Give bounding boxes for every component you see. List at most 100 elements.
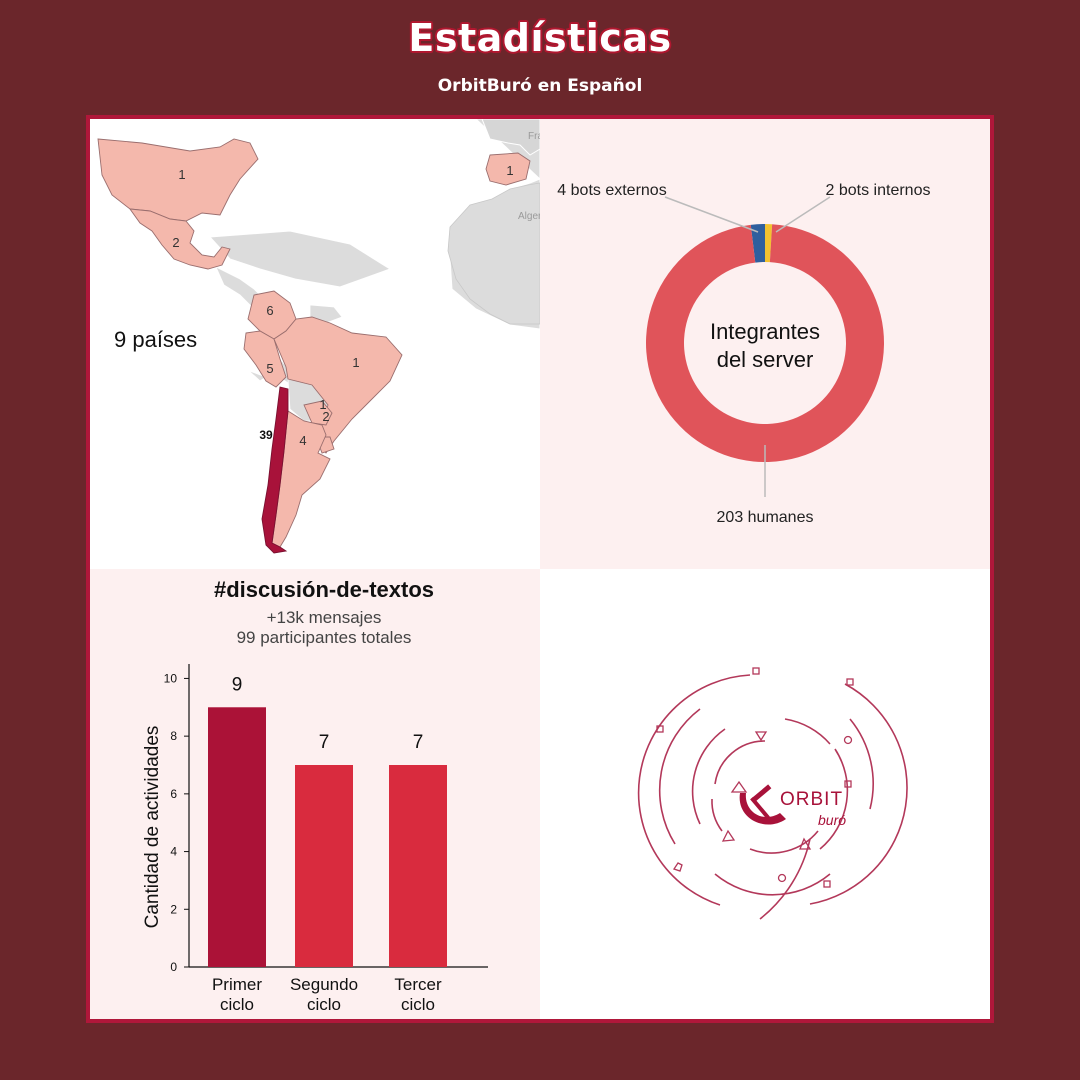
y-tick-label: 6 <box>170 787 177 801</box>
bar-chart-ylabel: Cantidad de actividades <box>142 726 163 929</box>
x-category-label: ciclo <box>307 995 341 1014</box>
leader-line-external <box>664 196 759 233</box>
logo-word-orbit: ORBIT <box>780 789 843 810</box>
map-europe-land <box>481 119 540 156</box>
marker-argentina: 4 <box>299 433 306 448</box>
orbit-ring-8 <box>749 830 819 854</box>
y-tick-label: 4 <box>170 845 177 859</box>
orbit-ring-2 <box>849 718 874 810</box>
marker-brazil: 1 <box>352 355 359 370</box>
label-internal-bots: 2 bots internos <box>826 182 931 199</box>
circle-marker <box>843 735 853 745</box>
orbit-rings <box>637 674 908 920</box>
orbit-ring-7 <box>784 718 831 745</box>
marker-spain: 1 <box>506 163 513 178</box>
page-subtitle: OrbitBuró en Español <box>437 76 643 96</box>
bar-chart-subtitle-messages: +13k mensajes <box>266 608 382 627</box>
country-chile <box>261 386 289 554</box>
logo-word-buro: buró <box>818 812 846 828</box>
countries-count-label: 9 países <box>114 327 198 352</box>
orbit-ring-bottom <box>759 838 811 920</box>
map-markers: 1 2 6 5 1 1 2 4 39 1 <box>172 163 513 448</box>
bar-chart-title: #discusión-de-textos <box>213 577 435 602</box>
square-marker <box>844 780 852 788</box>
donut-center-line-2: del server <box>717 347 814 372</box>
x-category-label: Segundo <box>290 975 358 994</box>
country-usa <box>97 138 259 222</box>
orbit-ring-outer-left <box>637 674 751 906</box>
map-background-labels: France Algeria <box>518 131 540 222</box>
logo-panel: ORBIT buró <box>540 569 990 1019</box>
country-brazil <box>273 316 403 454</box>
diamond-marker <box>672 862 683 872</box>
marker-mexico: 2 <box>172 235 179 250</box>
donut-center-line-1: Integrantes <box>710 319 820 344</box>
leader-line-internal <box>775 196 831 233</box>
map-countries <box>97 138 531 554</box>
hammer-sickle-icon <box>739 784 786 825</box>
bar-chart-subtitle-participants: 99 participantes totales <box>236 628 412 647</box>
y-tick-label: 2 <box>170 902 177 916</box>
square-marker <box>846 678 854 686</box>
triangle-marker <box>721 829 736 842</box>
donut-slices <box>646 224 884 462</box>
donut-slice-humans <box>646 224 884 462</box>
y-axis-ticks: 0 2 4 6 8 10 <box>164 671 189 974</box>
donut-slice-internal-bots <box>765 224 773 263</box>
marker-chile: 39 <box>259 428 273 442</box>
circle-marker <box>777 873 787 883</box>
page-title: Estadísticas <box>408 16 672 60</box>
orbit-ring-3 <box>658 708 701 845</box>
infographic-frame: 1 2 6 5 1 1 2 4 39 1 France Algeria 9 pa… <box>86 115 994 1023</box>
y-tick-label: 0 <box>170 960 177 974</box>
marker-paraguay: 1 <box>319 397 326 412</box>
map-label-france: France <box>528 131 540 142</box>
bar-value-label: 7 <box>413 732 424 753</box>
x-category-label: ciclo <box>220 995 254 1014</box>
country-mexico <box>129 208 231 270</box>
y-tick-label: 8 <box>170 729 177 743</box>
square-marker <box>823 880 831 888</box>
americas-map: 1 2 6 5 1 1 2 4 39 1 France Algeria <box>97 119 540 554</box>
marker-usa: 1 <box>178 167 185 182</box>
orbit-buro-logo: ORBIT buró <box>637 667 908 920</box>
x-category-label: Tercer <box>394 975 442 994</box>
donut-panel: 4 bots externos 2 bots internos 203 huma… <box>540 119 990 569</box>
x-category-label: ciclo <box>401 995 435 1014</box>
orbit-ring-inner-top <box>714 740 766 785</box>
bar-3 <box>389 765 447 967</box>
bar-2 <box>295 765 353 967</box>
orbit-ring-4 <box>714 873 831 896</box>
map-africa-land <box>447 182 540 325</box>
label-external-bots: 4 bots externos <box>557 182 666 199</box>
country-paraguay <box>303 400 333 426</box>
bar-1 <box>208 707 266 967</box>
country-spain <box>485 152 531 186</box>
orbit-shapes <box>656 667 854 888</box>
bar-value-label: 7 <box>319 732 330 753</box>
donut-slice-external-bots <box>750 224 765 263</box>
country-peru <box>243 330 287 388</box>
marker-uruguay: 2 <box>322 409 329 424</box>
members-donut-chart: 4 bots externos 2 bots internos 203 huma… <box>557 182 931 526</box>
bar-value-label: 9 <box>232 674 243 695</box>
orbit-ring-5 <box>819 748 849 850</box>
orbit-ring-6 <box>691 728 726 825</box>
orbit-ring-outer-right <box>809 683 908 905</box>
triangle-marker <box>754 731 768 742</box>
triangle-marker <box>730 780 748 793</box>
square-marker <box>656 725 664 733</box>
marker-peru: 5 <box>266 361 273 376</box>
y-tick-label: 10 <box>164 671 178 685</box>
triangle-marker <box>799 837 812 850</box>
orbit-ring-inner-left <box>711 798 723 832</box>
map-guianas <box>309 304 343 324</box>
map-panel: 1 2 6 5 1 1 2 4 39 1 France Algeria 9 pa… <box>90 119 540 569</box>
bar-panel: #discusión-de-textos +13k mensajes 99 pa… <box>90 569 540 1019</box>
x-category-label: Primer <box>212 975 262 994</box>
label-humans: 203 humanes <box>717 509 814 526</box>
square-marker <box>752 667 760 675</box>
marker-colombia: 6 <box>266 303 273 318</box>
